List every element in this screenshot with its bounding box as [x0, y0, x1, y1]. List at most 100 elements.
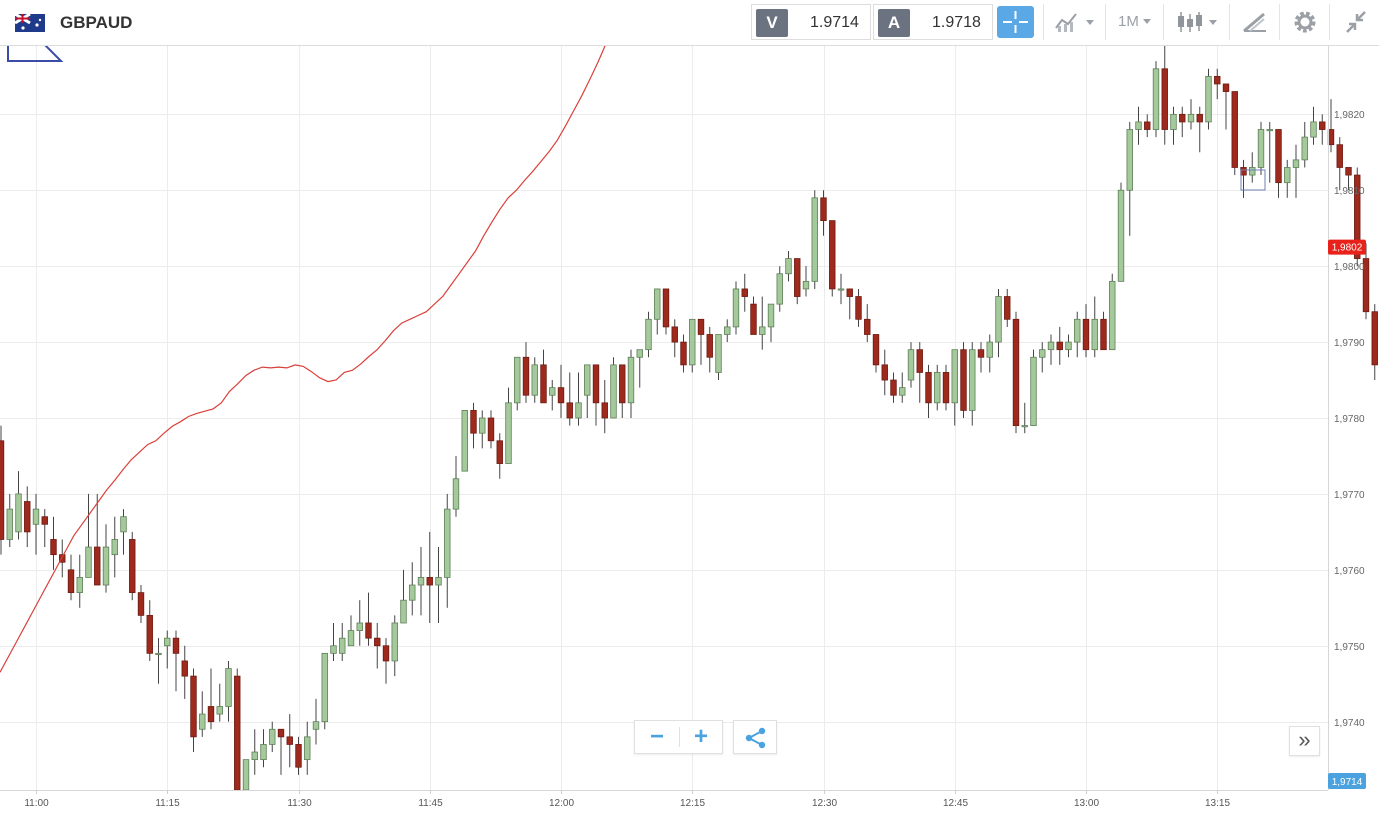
chart-style-button[interactable] [1163, 4, 1229, 40]
zoom-out-button[interactable]: − [649, 723, 664, 750]
candle-body-down [977, 349, 985, 358]
collapse-button[interactable] [1329, 4, 1379, 40]
candle-body-down [41, 516, 48, 525]
candle-body-up [1065, 341, 1072, 351]
candle-body-up [636, 349, 643, 358]
candle [426, 531, 433, 623]
candle-body-up [15, 493, 22, 533]
candle-body-down [925, 372, 932, 404]
candle-body-up [102, 546, 110, 586]
candle [435, 547, 442, 623]
candle-body-up [776, 273, 783, 305]
candle [225, 660, 232, 722]
buy-price-button[interactable]: A 1.9718 [873, 4, 993, 40]
candle-body-up [85, 546, 92, 578]
candle [1074, 311, 1081, 358]
candle-body-down [1056, 341, 1063, 351]
candle [1082, 304, 1090, 358]
candle [837, 273, 845, 305]
candle [1161, 46, 1168, 145]
bid-price-badge [1328, 773, 1366, 789]
candle-body-down [1222, 83, 1230, 92]
candle [1004, 288, 1011, 327]
candle-body-up [76, 577, 83, 594]
candle-body-up [1257, 129, 1265, 168]
candle [146, 600, 153, 661]
candle-body-up [120, 516, 127, 533]
candle-body-down [820, 197, 827, 222]
x-tick-label: 11:15 [155, 798, 180, 809]
candle [697, 318, 705, 365]
candle-body-up [1030, 356, 1037, 426]
last-price-badge [1328, 239, 1366, 255]
candle [759, 296, 766, 350]
candle [1327, 99, 1335, 153]
chevron-down-icon [1143, 19, 1151, 24]
candle-body-down [829, 220, 836, 290]
candle [794, 258, 801, 305]
candle-body-down [181, 660, 188, 677]
candle-body-up [549, 387, 556, 396]
candle-body-down [680, 341, 687, 366]
candle-body-up [225, 668, 232, 707]
crosshair-button[interactable] [997, 6, 1034, 38]
candle-body-down [59, 554, 66, 563]
gear-icon [1294, 11, 1316, 33]
scroll-to-end-button[interactable]: » [1289, 726, 1320, 756]
drawing-tool-triangle[interactable] [7, 46, 64, 62]
candle [1310, 106, 1317, 145]
zoom-controls: − + [634, 720, 723, 754]
candle [645, 311, 652, 358]
sell-price-button[interactable]: V 1.9714 [751, 4, 871, 40]
candle-body-down [890, 379, 897, 396]
candle [330, 622, 337, 661]
candle [1109, 273, 1116, 351]
candle-body-down [794, 258, 801, 297]
candle [1319, 114, 1326, 145]
candle-body-up [505, 402, 512, 464]
y-tick-label: 1,9800 [1334, 262, 1365, 273]
y-tick-label: 1,9770 [1334, 490, 1365, 501]
candle [164, 630, 171, 669]
candle-body-down [1362, 258, 1370, 313]
timeframe-button[interactable]: 1M [1105, 4, 1163, 40]
candle [1362, 243, 1370, 320]
candle [382, 638, 390, 684]
candle [190, 668, 197, 753]
candle [619, 364, 626, 418]
settings-button[interactable] [1279, 4, 1329, 40]
candle-body-up [1292, 159, 1300, 168]
candle-body-up [514, 356, 521, 404]
candle [872, 334, 880, 373]
candle-body-down [916, 349, 923, 373]
line-chart-icon [1055, 13, 1094, 32]
candle [934, 364, 941, 411]
sell-price: 1.9714 [810, 14, 859, 31]
candle-body-up [260, 744, 267, 761]
candle-body-up [969, 349, 976, 411]
candle [1152, 61, 1160, 138]
candle [969, 342, 976, 426]
candle [907, 342, 915, 388]
bid-price-label: 1,9714 [1332, 777, 1363, 788]
selection-box [1240, 169, 1266, 191]
candle [1231, 91, 1238, 176]
zoom-in-button[interactable]: + [693, 723, 708, 750]
candle-body-down [1179, 113, 1186, 123]
candlestick-chart[interactable]: 1,9740 1,9750 1,9760 1,9770 1,9780 1,9790 1,98… [0, 46, 1379, 819]
candle-body-down [129, 539, 136, 594]
instrument-symbol: GBPAUD [60, 13, 133, 32]
candle-body-up [986, 341, 993, 358]
candle [986, 334, 993, 373]
candle-body-up [715, 334, 722, 373]
candle-body-down [750, 303, 757, 335]
y-axis: 1,9740 1,9750 1,9760 1,9770 1,9780 1,9790 1,98… [1334, 110, 1365, 729]
draw-tools-button[interactable] [1229, 4, 1279, 40]
candle [811, 190, 818, 289]
candle-body-down [1012, 318, 1020, 426]
buy-price: 1.9718 [932, 14, 981, 31]
candle-body-down [522, 356, 530, 396]
chart-type-line-button[interactable] [1043, 4, 1105, 40]
candle-body-up [689, 318, 696, 366]
share-button[interactable] [733, 720, 777, 754]
